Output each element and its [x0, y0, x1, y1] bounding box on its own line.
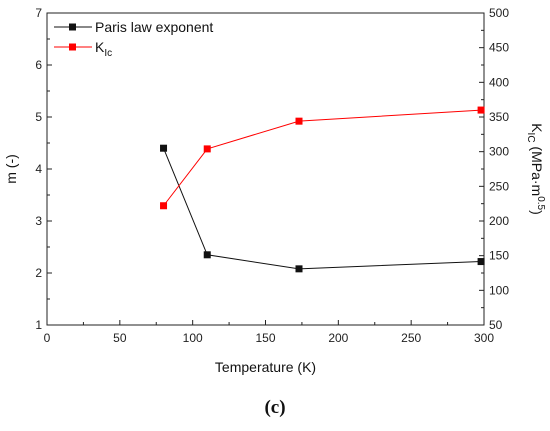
x-tick-label: 250: [401, 331, 421, 345]
data-point-kic: [203, 145, 211, 153]
data-point-kic: [295, 117, 303, 125]
plot-frame: [46, 12, 485, 326]
left-y-tick-label: 4: [35, 162, 42, 176]
right-y-tick-label: 50: [489, 318, 503, 332]
right-y-axis-title-sup: 0.5: [535, 196, 546, 210]
x-tick-label: 200: [328, 331, 348, 345]
right-y-tick-label: 450: [489, 41, 509, 55]
x-tick-label: 50: [113, 331, 127, 345]
legend: Paris law exponent KIc: [54, 19, 213, 59]
left-y-tick-label: 5: [35, 110, 42, 124]
x-tick-label: 100: [183, 331, 203, 345]
data-point-paris: [295, 265, 303, 273]
legend-swatch-marker-kic: [69, 43, 76, 51]
right-y-tick-label: 400: [489, 75, 509, 89]
x-tick-label: 0: [44, 331, 51, 345]
data-point-kic: [160, 202, 168, 210]
legend-label-kic: KIc: [95, 39, 112, 59]
right-y-axis-title-main: K: [529, 123, 545, 133]
legend-label-kic-main: K: [95, 39, 105, 55]
right-y-tick-label: 350: [489, 110, 509, 124]
left-y-axis-title: m (-): [3, 154, 19, 184]
data-point-paris: [477, 258, 485, 266]
series-line-paris: [163, 148, 482, 270]
right-y-tick-label: 300: [489, 145, 509, 159]
right-y-axis: 50 100 150 200 250 300 350 400 450 500: [479, 6, 509, 332]
right-y-tick-label: 200: [489, 214, 509, 228]
x-axis: 0 50 100 150 200 250 300: [44, 320, 494, 345]
right-y-tick-label: 250: [489, 179, 509, 193]
right-y-axis-title-rest: (MPa·m: [529, 143, 545, 197]
left-y-tick-label: 1: [35, 318, 42, 332]
legend-swatch-marker-paris: [69, 23, 76, 31]
right-y-tick-label: 100: [489, 283, 509, 297]
x-axis-title: Temperature (K): [215, 359, 316, 375]
left-y-tick-label: 2: [35, 266, 42, 280]
right-y-axis-title-end: ): [529, 210, 545, 215]
series-layer: [160, 106, 485, 273]
left-y-tick-label: 3: [35, 214, 42, 228]
left-y-axis: 1 2 3 4 5 6 7: [35, 6, 52, 332]
plot-area-border: [46, 12, 485, 326]
data-point-kic: [477, 106, 485, 114]
left-y-tick-label: 7: [35, 6, 42, 20]
legend-label-paris: Paris law exponent: [95, 19, 213, 35]
series-line-kic: [163, 109, 482, 207]
x-tick-label: 150: [255, 331, 275, 345]
legend-label-kic-sub: Ic: [104, 48, 112, 59]
right-y-axis-title-sub: IC: [525, 133, 536, 143]
right-y-tick-label: 500: [489, 6, 509, 20]
right-y-axis-title: KIC (MPa·m0.5): [525, 123, 546, 215]
figure-caption: (c): [264, 397, 285, 418]
left-y-tick-label: 6: [35, 58, 42, 72]
x-tick-label: 300: [474, 331, 494, 345]
data-point-paris: [203, 251, 211, 259]
data-point-paris: [160, 144, 168, 152]
right-y-tick-label: 150: [489, 249, 509, 263]
